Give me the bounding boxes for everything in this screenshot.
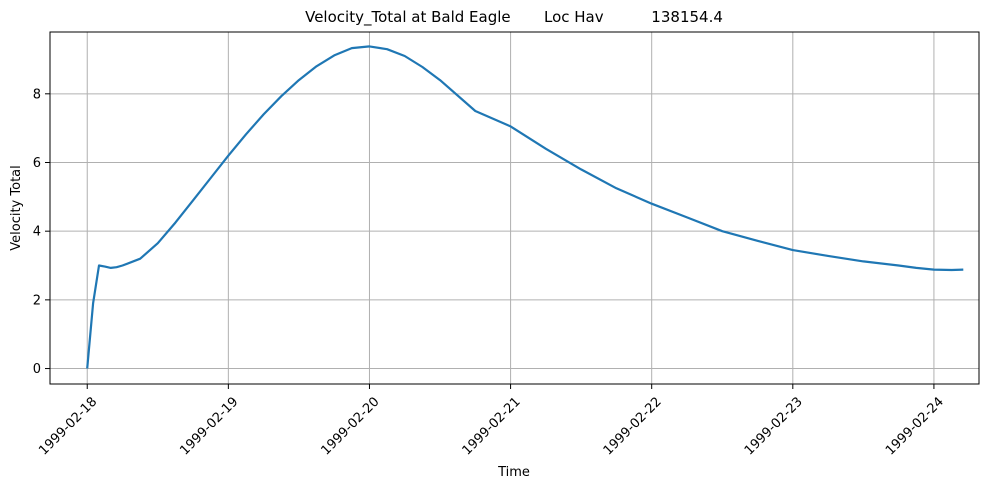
plot-frame xyxy=(49,31,980,385)
y-tick-label: 6 xyxy=(33,156,41,171)
series-line-velocity-total xyxy=(86,45,964,369)
y-tick-label: 0 xyxy=(33,362,41,377)
chart-title: Velocity_Total at Bald Eagle Loc Hav 138… xyxy=(305,8,723,27)
x-axis-label: Time xyxy=(497,465,530,480)
y-tick-label: 2 xyxy=(33,293,41,308)
y-axis: 0 2 4 6 8 xyxy=(33,87,50,377)
grid xyxy=(50,32,979,384)
y-axis-label: Velocity Total xyxy=(9,165,24,251)
y-tick-label: 4 xyxy=(33,225,41,240)
y-tick-label: 8 xyxy=(33,87,41,102)
